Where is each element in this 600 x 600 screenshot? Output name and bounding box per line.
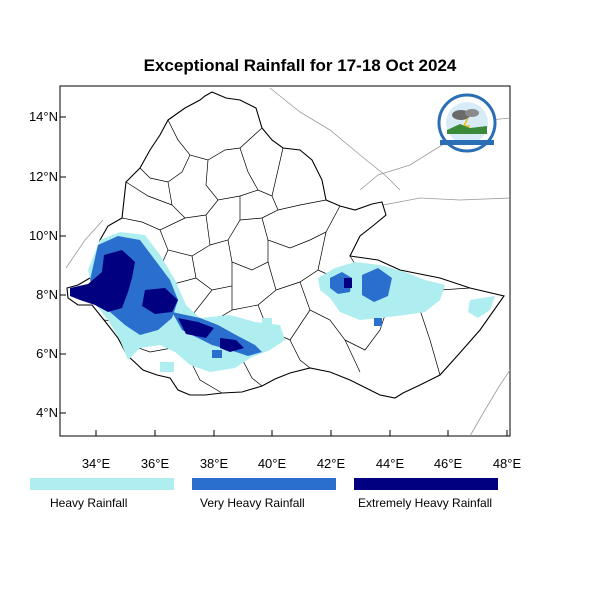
lat-tick-label: 12°N xyxy=(28,169,58,184)
lon-tick-label: 34°E xyxy=(81,456,111,471)
lon-tick-label: 38°E xyxy=(199,456,229,471)
legend-label-extreme: Extremely Heavy Rainfall xyxy=(358,496,493,510)
lat-tick-label: 14°N xyxy=(28,109,58,124)
lat-tick-label: 8°N xyxy=(36,287,58,302)
legend-swatch-heavy xyxy=(30,478,174,490)
lat-tick-label: 10°N xyxy=(28,228,58,243)
lat-tick-label: 6°N xyxy=(36,346,58,361)
axis-ticks xyxy=(60,116,508,436)
legend-swatch-extreme xyxy=(354,478,498,490)
lon-tick-label: 42°E xyxy=(316,456,346,471)
legend-swatch-very-heavy xyxy=(192,478,336,490)
extreme-rainfall-areas xyxy=(70,250,352,352)
map-title: Exceptional Rainfall for 17-18 Oct 2024 xyxy=(143,56,457,75)
lon-tick-label: 46°E xyxy=(433,456,463,471)
lon-tick-label: 44°E xyxy=(375,456,405,471)
neighbor-borders xyxy=(65,87,511,437)
plot-frame xyxy=(59,85,511,437)
lon-tick-label: 48°E xyxy=(492,456,522,471)
zone-boundaries xyxy=(99,119,471,394)
lon-tick-label: 40°E xyxy=(257,456,287,471)
lon-tick-label: 36°E xyxy=(140,456,170,471)
meteorology-institute-logo-icon xyxy=(437,93,497,153)
lat-tick-label: 4°N xyxy=(36,405,58,420)
legend-label-heavy: Heavy Rainfall xyxy=(50,496,128,510)
legend-label-very-heavy: Very Heavy Rainfall xyxy=(200,496,305,510)
